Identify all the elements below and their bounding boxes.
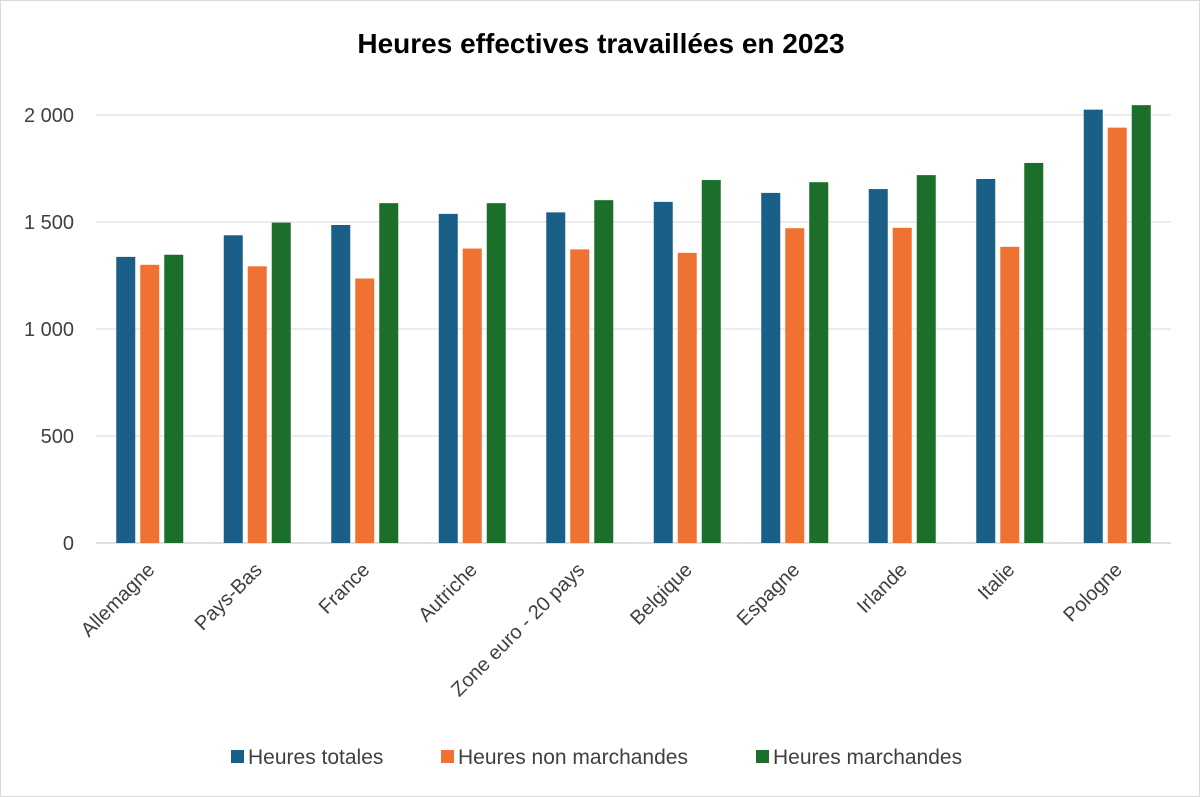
y-tick-label: 500 — [41, 426, 74, 448]
bar — [1107, 127, 1127, 543]
bar — [116, 256, 136, 543]
legend-label: Heures totales — [248, 746, 383, 769]
x-tick-label: Pays-Bas — [191, 559, 267, 635]
bar — [594, 200, 614, 543]
bar — [438, 213, 458, 544]
y-tick-label: 2 000 — [24, 105, 74, 127]
bar — [892, 227, 912, 543]
y-tick-label: 1 000 — [24, 319, 74, 341]
y-tick-label: 1 500 — [24, 212, 74, 234]
x-tick-label: France — [315, 559, 375, 619]
bar — [331, 224, 351, 543]
bar — [164, 254, 184, 543]
bar — [462, 248, 482, 543]
legend-swatch — [756, 750, 769, 763]
y-tick-label: 0 — [63, 533, 74, 555]
bar — [916, 175, 936, 543]
bar — [976, 178, 996, 543]
bar — [701, 180, 721, 543]
x-tick-label: Irlande — [853, 559, 912, 618]
x-tick-label: Belgique — [626, 559, 697, 630]
bar — [653, 201, 673, 543]
x-tick-label: Italie — [974, 559, 1019, 604]
bar — [223, 235, 243, 543]
bar — [247, 266, 267, 543]
chart-title: Heures effectives travaillées en 2023 — [357, 28, 844, 59]
legend-label: Heures non marchandes — [458, 746, 688, 769]
bar — [546, 212, 566, 543]
legend-swatch — [231, 750, 244, 763]
legend-swatch — [441, 750, 454, 763]
y-axis-tick-labels: 0 500 1 000 1 500 2 000 — [24, 105, 74, 555]
bar — [785, 228, 805, 543]
bar — [486, 203, 506, 543]
bar — [677, 252, 697, 544]
bar — [140, 264, 160, 543]
bar — [1083, 109, 1103, 544]
bar — [1024, 162, 1044, 543]
x-tick-label: Autriche — [414, 559, 481, 626]
bar — [570, 249, 590, 543]
bar — [809, 182, 829, 544]
bar — [1131, 105, 1151, 543]
bars — [116, 105, 1151, 544]
x-tick-label: Allemagne — [77, 559, 159, 641]
bar — [868, 189, 888, 543]
bar — [271, 222, 291, 543]
x-tick-label: Pologne — [1059, 559, 1126, 626]
bar — [1000, 246, 1020, 543]
legend-label: Heures marchandes — [773, 746, 962, 769]
bar — [379, 203, 399, 543]
bar — [355, 278, 375, 543]
bar — [761, 192, 781, 543]
legend: Heures totales Heures non marchandes Heure… — [231, 746, 962, 769]
x-tick-label: Espagne — [733, 559, 804, 630]
